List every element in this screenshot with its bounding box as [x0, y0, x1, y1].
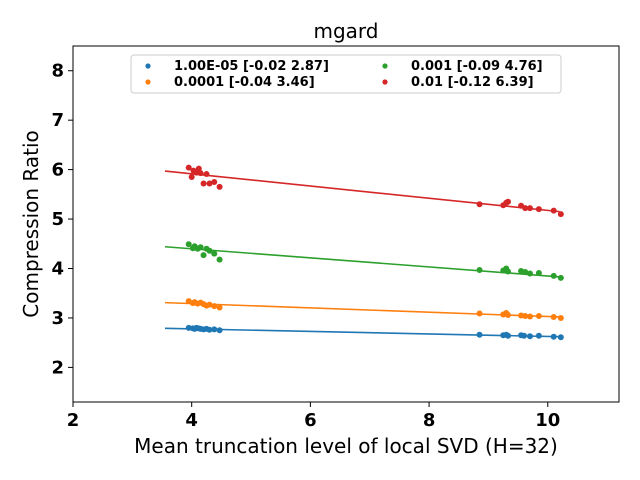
- y-tick-label: 2: [51, 357, 64, 378]
- fit-line: [164, 245, 560, 278]
- data-point: [200, 180, 207, 187]
- data-point: [550, 272, 557, 279]
- data-point: [526, 270, 533, 277]
- data-point: [203, 171, 210, 178]
- series-0: [164, 324, 564, 341]
- x-tick-label: 4: [185, 410, 198, 431]
- data-point: [206, 301, 213, 308]
- data-point: [476, 201, 483, 208]
- legend-entry: 0.001 [-0.09 4.76]: [411, 59, 543, 74]
- data-point: [526, 205, 533, 212]
- data-point: [522, 312, 529, 319]
- fit-line: [164, 327, 560, 338]
- legend-marker: [382, 63, 388, 69]
- chart-title: mgard: [314, 19, 379, 43]
- data-point: [522, 268, 529, 275]
- data-point: [216, 256, 223, 263]
- data-point: [185, 241, 192, 248]
- legend-entry: 0.0001 [-0.04 3.46]: [174, 75, 315, 90]
- plot-frame: [72, 45, 620, 403]
- data-point: [557, 334, 564, 341]
- legend-entry: 0.01 [-0.12 6.39]: [411, 75, 534, 90]
- data-point: [557, 314, 564, 321]
- y-tick-label: 4: [51, 259, 64, 280]
- data-point: [206, 180, 213, 187]
- data-point: [216, 327, 223, 334]
- data-point: [206, 247, 213, 254]
- legend-marker: [145, 63, 151, 69]
- data-point: [550, 333, 557, 340]
- data-point: [197, 244, 204, 251]
- legend-box: [130, 54, 562, 94]
- data-point: [522, 205, 529, 212]
- data-point: [535, 332, 542, 339]
- y-tick-label: 6: [51, 160, 64, 181]
- data-point: [185, 164, 192, 171]
- data-point: [211, 250, 218, 257]
- data-point: [557, 274, 564, 281]
- data-point: [188, 174, 195, 181]
- data-point: [505, 332, 512, 339]
- data-point: [211, 178, 218, 185]
- data-point: [476, 331, 483, 338]
- data-point: [476, 310, 483, 317]
- fit-line: [164, 170, 560, 213]
- x-tick-label: 6: [304, 410, 317, 431]
- data-point: [535, 312, 542, 319]
- data-point: [505, 268, 512, 275]
- legend: 1.00E-05 [-0.02 2.87] 0.001 [-0.09 4.76]0…: [130, 54, 562, 94]
- data-point: [550, 207, 557, 214]
- data-point: [521, 332, 528, 339]
- y-tick-label: 8: [51, 61, 64, 82]
- y-axis-label: Compression Ratio: [19, 130, 43, 317]
- data-point: [211, 303, 218, 310]
- y-tick-label: 5: [51, 209, 64, 230]
- fit-line: [164, 301, 560, 318]
- series-layer: [164, 164, 564, 341]
- data-point: [216, 183, 223, 190]
- series-1: [164, 298, 564, 321]
- data-point: [505, 311, 512, 318]
- data-point: [216, 304, 223, 311]
- y-tick-label: 3: [51, 308, 64, 329]
- series-3: [164, 164, 564, 218]
- data-point: [535, 269, 542, 276]
- y-axis-ticks: 2 3 4 5 6 7 8: [51, 61, 73, 378]
- data-point: [197, 170, 204, 177]
- legend-marker: [382, 79, 388, 85]
- x-tick-label: 2: [67, 410, 80, 431]
- data-point: [206, 326, 213, 333]
- data-point: [476, 266, 483, 273]
- data-point: [535, 206, 542, 213]
- x-tick-label: 8: [423, 410, 436, 431]
- y-tick-label: 7: [51, 110, 64, 131]
- series-2: [164, 241, 564, 281]
- x-axis-ticks: 2 4 6 8 10: [67, 402, 560, 431]
- data-point: [526, 333, 533, 340]
- data-point: [526, 313, 533, 320]
- data-point: [505, 198, 512, 205]
- data-point: [550, 313, 557, 320]
- x-axis-label: Mean truncation level of local SVD (H=32…: [134, 434, 558, 458]
- data-point: [211, 326, 218, 333]
- data-point: [557, 211, 564, 218]
- legend-marker: [145, 79, 151, 85]
- data-point: [200, 252, 207, 259]
- legend-entry: 1.00E-05 [-0.02 2.87]: [174, 59, 329, 74]
- x-tick-label: 10: [535, 410, 560, 431]
